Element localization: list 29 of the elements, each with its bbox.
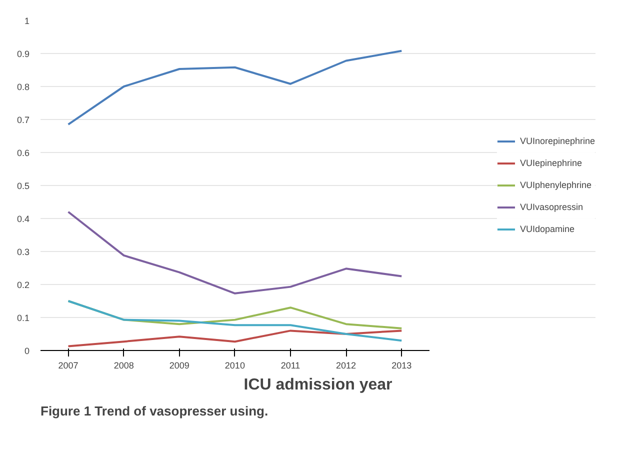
y-tick-label: 0.6 [16, 148, 30, 158]
line-series [67, 300, 403, 342]
y-tick-label: 0 [24, 346, 30, 356]
y-tick-label: 0.3 [16, 247, 30, 257]
x-tick-label: 2009 [169, 360, 190, 370]
x-tick-label: 2011 [280, 360, 300, 370]
y-tick-label: 0.1 [16, 313, 30, 323]
line-series [67, 50, 403, 126]
y-tick-label: 0.8 [16, 82, 30, 92]
legend-label: VUIvasopressin [520, 202, 583, 212]
y-tick-label: 0.4 [16, 214, 30, 224]
legend-label: VUIepinephrine [520, 158, 582, 168]
line-series [67, 210, 403, 294]
y-tick-label: 0.9 [16, 49, 30, 59]
y-tick-label: 1 [24, 16, 30, 26]
text: Figure 1 Trend of vasopresser using. [40, 404, 268, 418]
x-axis-title: ICU admission year [244, 376, 392, 394]
legend-label: VUIphenylephrine [520, 180, 592, 190]
x-tick-label: 2007 [58, 360, 78, 370]
x-tick-label: 2012 [336, 360, 356, 370]
y-tick-label: 0.5 [16, 181, 30, 191]
legend-label: VUIdopamine [520, 224, 574, 234]
x-tick-label: 2010 [224, 360, 245, 370]
y-tick-label: 0.2 [16, 280, 30, 290]
legend-label: VUInorepinephrine [520, 136, 595, 146]
y-tick-label: 0.7 [16, 115, 30, 125]
x-tick-label: 2008 [114, 360, 134, 370]
x-tick-label: 2013 [392, 360, 412, 370]
line-series [67, 330, 403, 348]
